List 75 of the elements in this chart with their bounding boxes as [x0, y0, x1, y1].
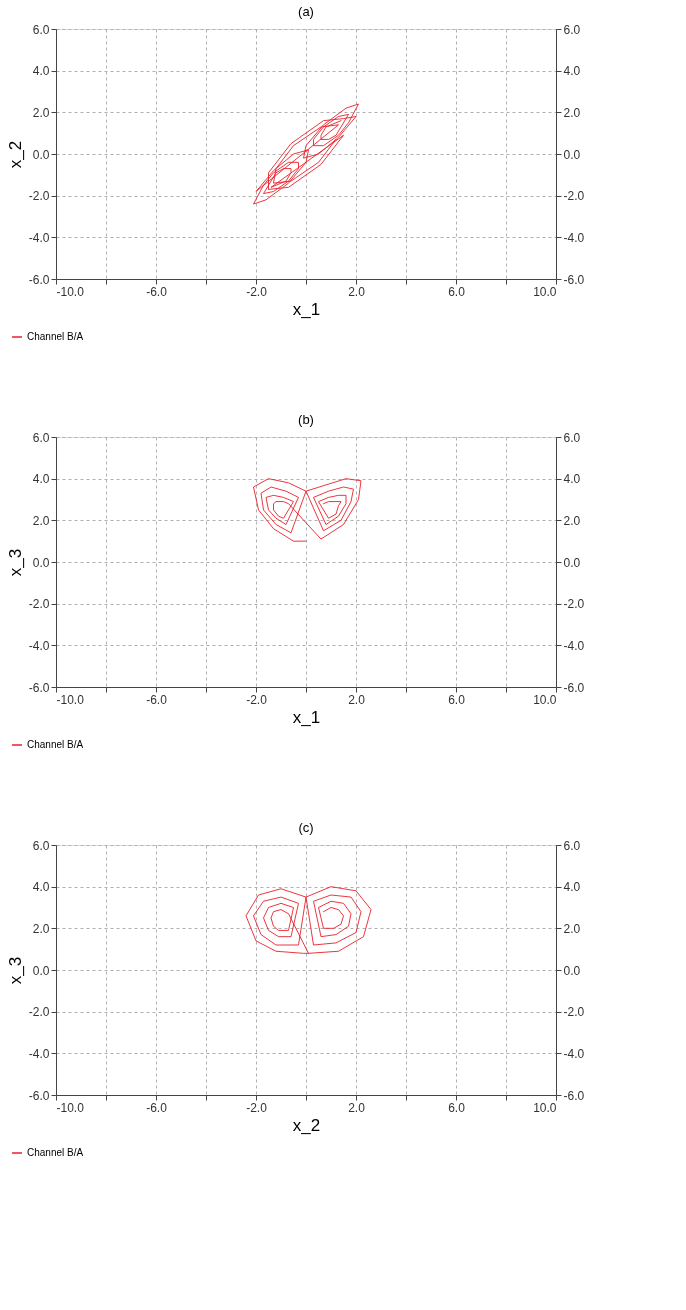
x-tick-label: -10.0: [56, 692, 85, 707]
y2-tick-label: -4.0: [563, 1046, 585, 1061]
y2-tick-label: -2.0: [563, 1005, 585, 1020]
x-tick-label: -6.0: [146, 692, 168, 707]
y2-tick-label: 4.0: [563, 472, 581, 487]
y-tick-label: -6.0: [28, 680, 50, 695]
y-tick-label: -2.0: [28, 1005, 50, 1020]
x-tick-label: -2.0: [246, 284, 268, 299]
legend-label: Channel B/A: [27, 739, 84, 750]
x-axis-title: x_2: [292, 1115, 321, 1135]
y2-tick-label: -4.0: [563, 230, 585, 245]
y-axis-title: x_3: [5, 548, 25, 577]
y-tick-label: -4.0: [28, 1046, 50, 1061]
x-tick-label: 6.0: [448, 1100, 466, 1115]
x-tick-label: -2.0: [246, 692, 268, 707]
y-tick-label: 6.0: [32, 838, 50, 853]
x-tick-label: 2.0: [348, 284, 366, 299]
y2-tick-label: -6.0: [563, 272, 585, 287]
x-tick-label: 6.0: [448, 284, 466, 299]
y2-tick-label: 0.0: [563, 963, 581, 978]
y-tick-label: 2.0: [32, 921, 50, 936]
y2-tick-label: -6.0: [563, 680, 585, 695]
y2-tick-label: 4.0: [563, 880, 581, 895]
x-axis-title: x_1: [292, 299, 321, 319]
chart-title: (b): [298, 412, 314, 427]
y2-tick-label: 6.0: [563, 838, 581, 853]
chart-title: (a): [298, 4, 314, 19]
line-series: [253, 103, 359, 205]
y-tick-label: 0.0: [32, 555, 50, 570]
x-tick-label: 6.0: [448, 692, 466, 707]
x-tick-label: 10.0: [533, 692, 557, 707]
y-tick-label: 0.0: [32, 963, 50, 978]
y-tick-label: -2.0: [28, 597, 50, 612]
chart-title: (c): [298, 820, 314, 835]
y-axis-title: x_2: [5, 140, 25, 169]
y2-tick-label: 0.0: [563, 147, 581, 162]
y-tick-label: -6.0: [28, 1088, 50, 1103]
y2-tick-label: 2.0: [563, 105, 581, 120]
y2-tick-label: -2.0: [563, 597, 585, 612]
x-tick-label: -2.0: [246, 1100, 268, 1115]
y-tick-label: 0.0: [32, 147, 50, 162]
legend-label: Channel B/A: [27, 1147, 84, 1158]
y-tick-label: -2.0: [28, 189, 50, 204]
y-tick-label: -4.0: [28, 638, 50, 653]
x-tick-label: 10.0: [533, 284, 557, 299]
y-tick-label: 4.0: [32, 472, 50, 487]
y2-tick-label: 6.0: [563, 430, 581, 445]
x-tick-label: -10.0: [56, 284, 85, 299]
y-tick-label: 4.0: [32, 64, 50, 79]
y2-tick-label: -4.0: [563, 638, 585, 653]
x-tick-label: -6.0: [146, 284, 168, 299]
y-tick-label: -6.0: [28, 272, 50, 287]
y2-tick-label: 6.0: [563, 22, 581, 37]
y2-tick-label: 4.0: [563, 64, 581, 79]
y2-tick-label: 2.0: [563, 921, 581, 936]
x-tick-label: -6.0: [146, 1100, 168, 1115]
y-tick-label: 6.0: [32, 430, 50, 445]
y2-tick-label: 2.0: [563, 513, 581, 528]
x-tick-label: 2.0: [348, 692, 366, 707]
x-tick-label: -10.0: [56, 1100, 85, 1115]
y-tick-label: 2.0: [32, 105, 50, 120]
line-series: [253, 478, 362, 542]
y2-tick-label: -2.0: [563, 189, 585, 204]
y-axis-title: x_3: [5, 956, 25, 985]
y-tick-label: 6.0: [32, 22, 50, 37]
y-tick-label: 2.0: [32, 513, 50, 528]
y-tick-label: 4.0: [32, 880, 50, 895]
legend-label: Channel B/A: [27, 331, 84, 342]
x-tick-label: 2.0: [348, 1100, 366, 1115]
x-tick-label: 10.0: [533, 1100, 557, 1115]
x-axis-title: x_1: [292, 707, 321, 727]
line-series: [245, 886, 372, 954]
y-tick-label: -4.0: [28, 230, 50, 245]
y2-tick-label: 0.0: [563, 555, 581, 570]
y2-tick-label: -6.0: [563, 1088, 585, 1103]
